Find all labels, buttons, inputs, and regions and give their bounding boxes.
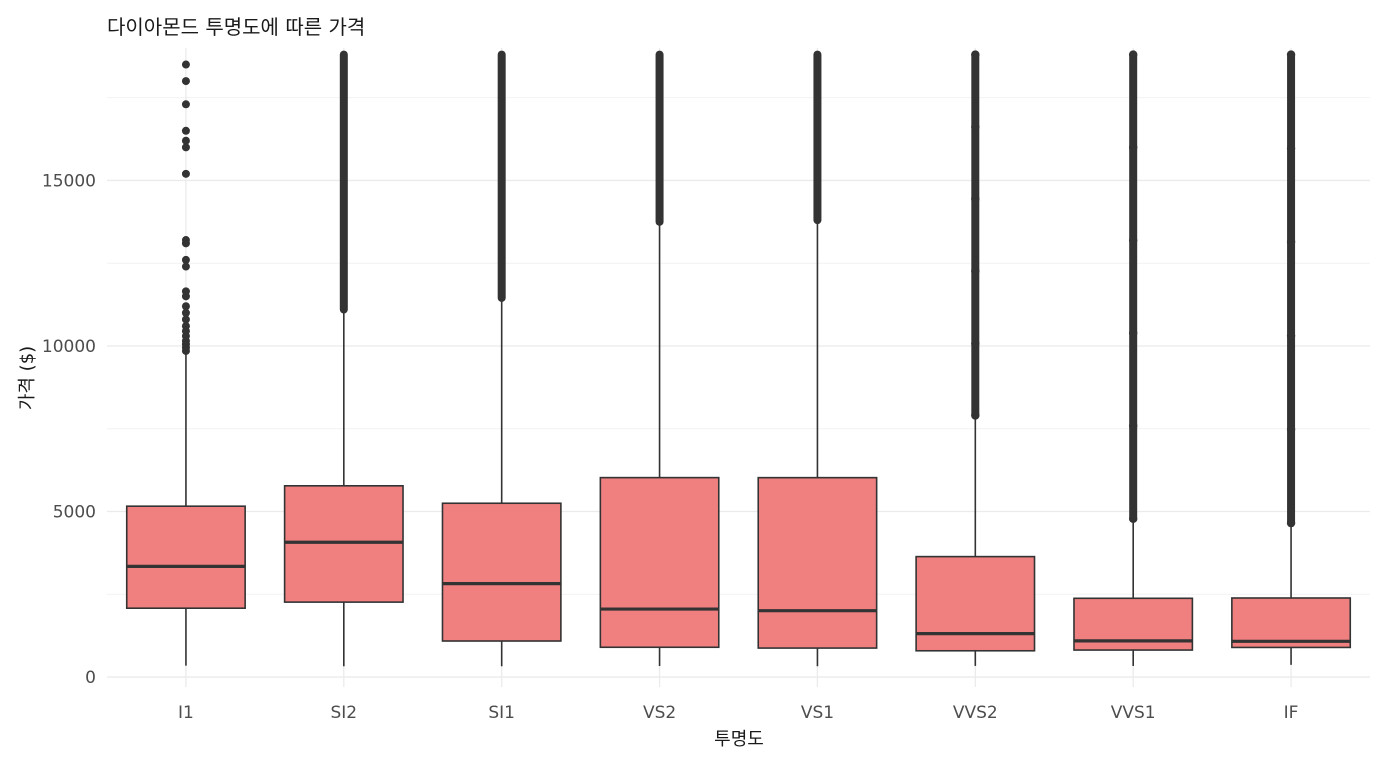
outlier-point: [181, 77, 190, 86]
iqr-box-i1: [125, 505, 246, 610]
outlier-point: [181, 255, 190, 264]
outliers-vvs2: [971, 50, 980, 420]
x-tick-label: VS2: [643, 703, 676, 723]
y-tick-label: 5000: [53, 503, 96, 523]
iqr-box-vvs2: [915, 555, 1036, 652]
y-tick-label: 15000: [42, 171, 96, 191]
outlier-point: [1128, 514, 1138, 524]
outlier-band: [1129, 50, 1138, 523]
x-axis-ticks: I1 SI2 SI1 VS2 VS1 VVS2 VVS1 IF: [178, 703, 1298, 723]
iqr-box-vs1: [757, 476, 878, 649]
outliers-i1: [181, 60, 190, 355]
x-tick-label: I1: [178, 703, 194, 723]
iqr-box-if: [1231, 597, 1352, 649]
outlier-point: [971, 122, 980, 131]
outlier-point: [181, 315, 190, 324]
chart-title: 다이아몬드 투명도에 따른 가격: [107, 15, 365, 39]
outlier-band: [655, 50, 664, 226]
x-tick-label: VVS2: [953, 703, 998, 723]
outlier-point: [1128, 236, 1138, 245]
outliers-if: [1286, 50, 1296, 528]
box-vvs2: [915, 50, 1036, 666]
boxes: [125, 50, 1352, 667]
x-tick-label: VS1: [801, 703, 834, 723]
outlier-point: [1128, 143, 1138, 152]
outliers-vvs1: [1128, 50, 1138, 524]
x-tick-label: IF: [1284, 703, 1299, 723]
outlier-point: [181, 262, 190, 271]
outlier-point: [1286, 50, 1296, 59]
outlier-point: [1286, 518, 1296, 528]
box-si2: [283, 50, 404, 667]
x-axis-title: 투명도: [714, 729, 764, 750]
box-vvs1: [1073, 50, 1194, 666]
outliers-vs2: [655, 50, 664, 226]
x-tick-label: VVS1: [1111, 703, 1156, 723]
outlier-point: [181, 322, 190, 331]
outlier-point: [181, 287, 190, 296]
x-tick-label: SI2: [331, 703, 358, 723]
outlier-point: [971, 411, 980, 420]
outliers-si1: [497, 50, 506, 302]
outlier-band: [497, 50, 506, 302]
outlier-band: [1287, 50, 1296, 528]
box-si1: [441, 50, 562, 667]
iqr-box-vs2: [599, 476, 720, 649]
outlier-point: [1128, 328, 1138, 338]
box-i1: [125, 60, 246, 666]
x-tick-label: SI1: [488, 703, 515, 723]
y-tick-label: 0: [85, 668, 96, 688]
outlier-point: [1128, 50, 1138, 59]
outlier-point: [181, 169, 190, 178]
outlier-point: [181, 302, 190, 311]
outlier-point: [1286, 144, 1296, 153]
outlier-point: [1286, 331, 1296, 340]
outlier-band: [339, 50, 348, 314]
outliers-vs1: [813, 50, 822, 225]
outlier-point: [181, 136, 190, 145]
outlier-point: [181, 60, 190, 69]
box-vs1: [757, 50, 878, 667]
box-if: [1231, 50, 1352, 665]
outlier-point: [181, 236, 190, 245]
outlier-point: [971, 339, 980, 348]
outlier-point: [971, 266, 980, 276]
outlier-band: [971, 50, 980, 420]
outlier-point: [181, 126, 190, 135]
outlier-point: [1286, 425, 1296, 434]
outlier-point: [181, 100, 190, 109]
outlier-point: [971, 50, 980, 59]
y-tick-label: 10000: [42, 337, 96, 357]
outlier-point: [1128, 421, 1138, 431]
box-vs2: [599, 50, 720, 667]
outlier-point: [1286, 237, 1296, 247]
y-axis-title: 가격 ($): [17, 346, 38, 410]
y-axis-ticks: 0 5000 10000 15000: [42, 171, 96, 688]
iqr-box-si1: [441, 502, 562, 642]
outlier-point: [181, 308, 190, 317]
outlier-point: [181, 143, 190, 152]
outliers-si2: [339, 50, 348, 314]
iqr-box-si2: [283, 484, 404, 603]
outlier-point: [971, 194, 980, 204]
outlier-band: [813, 50, 822, 225]
